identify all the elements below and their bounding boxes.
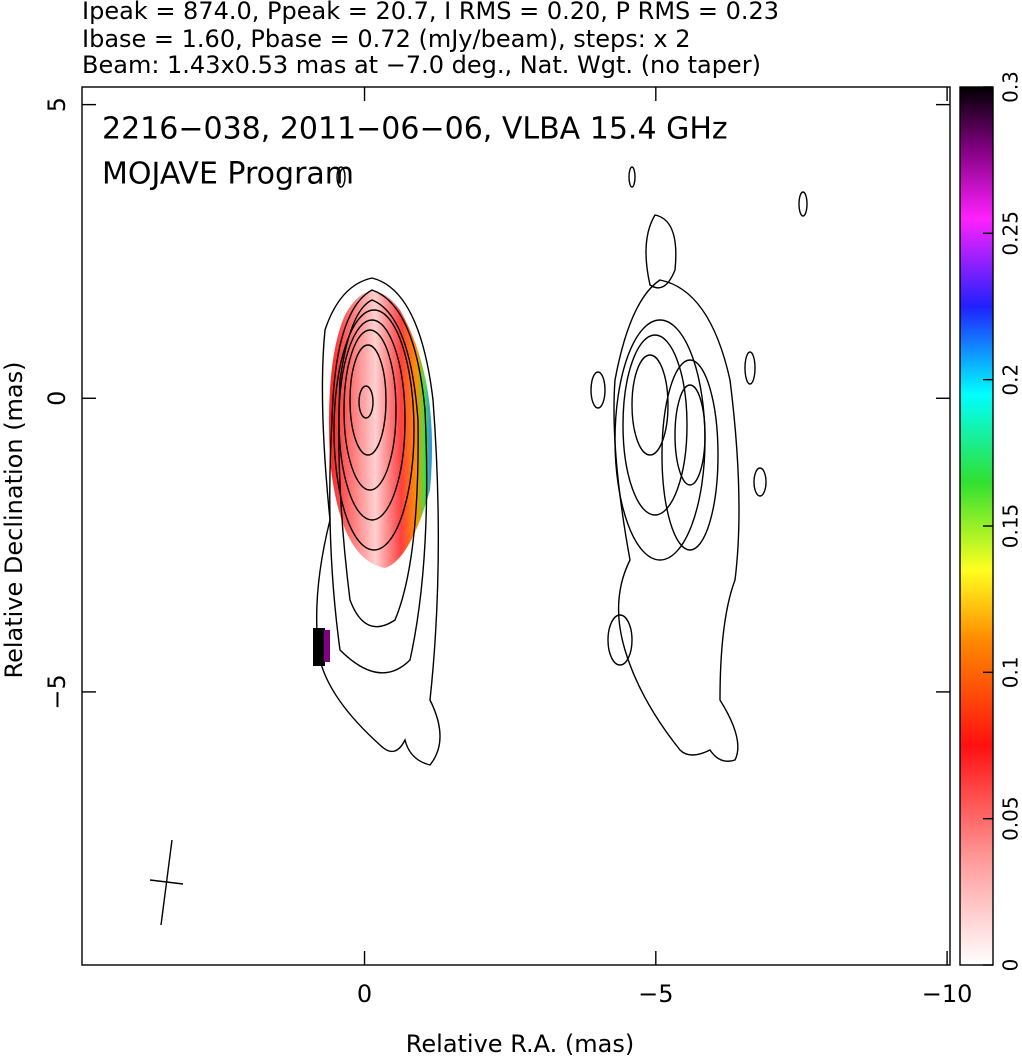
- x-axis-label: Relative R.A. (mas): [406, 1030, 634, 1058]
- contours-polarized: [590, 166, 808, 762]
- y-tick-label: −5: [43, 674, 71, 709]
- y-tick-label: 0: [43, 391, 71, 406]
- annotation: MOJAVE Program: [102, 157, 354, 192]
- title-line: Ipeak = 874.0, Ppeak = 20.7, I RMS = 0.2…: [82, 0, 779, 25]
- pixel: [324, 630, 330, 662]
- x-tick-label: −5: [638, 980, 673, 1008]
- colorbar-tick-label: 0.1: [999, 656, 1022, 688]
- y-tick-label: 5: [43, 97, 71, 112]
- colorbar-tick-label: 0: [999, 959, 1022, 972]
- title-line: Ibase = 1.60, Pbase = 0.72 (mJy/beam), s…: [82, 25, 691, 53]
- x-tick-label: −10: [922, 980, 973, 1008]
- annotation: 2216−038, 2011−06−06, VLBA 15.4 GHz: [102, 112, 728, 147]
- pixel: [313, 628, 325, 666]
- colorbar-tick-label: 0.05: [999, 796, 1022, 841]
- plot-frame: [81, 86, 951, 966]
- colorbar-tick-label: 0.25: [999, 211, 1022, 256]
- colorbar-tick-label: 0.2: [999, 364, 1022, 396]
- colorbar-tick-label: 0.3: [999, 71, 1022, 103]
- title-line: Beam: 1.43x0.53 mas at −7.0 deg., Nat. W…: [82, 51, 761, 79]
- colorbar-tick-label: 0.15: [999, 504, 1022, 549]
- y-axis-label: Relative Declination (mas): [0, 361, 28, 678]
- x-tick-label: 0: [357, 980, 372, 1008]
- beam: [149, 839, 184, 926]
- contours-total: [315, 166, 441, 766]
